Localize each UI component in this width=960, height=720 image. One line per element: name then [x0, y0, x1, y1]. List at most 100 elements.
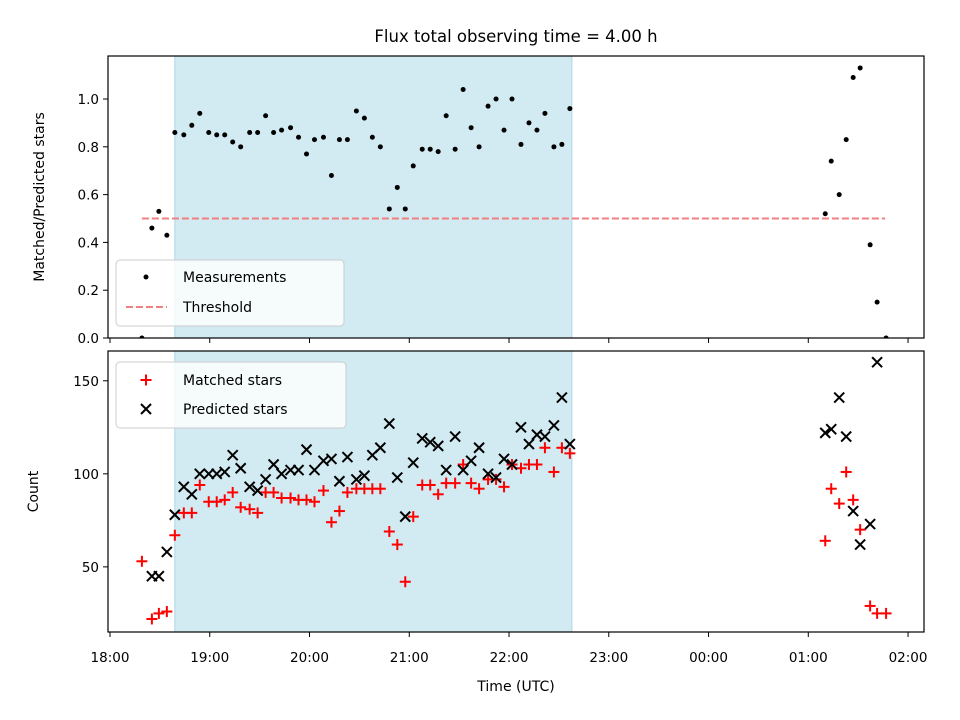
matched-stars-point	[317, 485, 329, 497]
measurement-point	[822, 211, 828, 217]
measurement-point	[279, 127, 285, 133]
predicted-stars-point-b	[161, 546, 173, 558]
predicted-stars-point-b	[194, 468, 206, 480]
top-axes-frame	[107, 55, 925, 339]
predicted-stars-point	[153, 570, 165, 582]
predicted-stars-point	[490, 471, 502, 484]
predicted-stars-point-b	[219, 466, 231, 478]
predicted-stars-point	[473, 442, 485, 454]
measurement-point	[361, 115, 367, 121]
predicted-stars-point-b	[292, 464, 305, 476]
matched-stars-point	[880, 607, 892, 619]
measurement-point	[485, 103, 491, 109]
top-y-tick-label: 1.0	[78, 92, 99, 108]
predicted-stars-point-b	[523, 438, 535, 450]
legend-measurements-label: Measurements	[183, 270, 286, 286]
predicted-stars-point	[457, 464, 469, 476]
top-y-tick-label: 0.8	[78, 140, 99, 156]
measurement-point	[501, 127, 507, 133]
predicted-stars-point-b	[211, 468, 223, 480]
measurement-point	[402, 206, 408, 212]
matched-stars-point	[840, 466, 852, 478]
measurement-point	[238, 144, 244, 150]
predicted-stars-point	[416, 432, 428, 445]
predicted-stars-point	[333, 475, 346, 487]
top-plot-marks	[139, 65, 889, 338]
measurement-point	[353, 108, 359, 114]
matched-stars-point	[391, 539, 403, 551]
predicted-stars-point	[308, 464, 321, 476]
matched-stars-point	[407, 511, 419, 523]
top-y-tick-label: 0.0	[78, 331, 99, 347]
predicted-stars-point	[325, 453, 338, 465]
bottom-x-tick-label: 01:00	[789, 650, 828, 666]
matched-stars-point	[194, 479, 206, 491]
predicted-stars-point	[854, 538, 866, 551]
measurement-point	[867, 242, 873, 248]
matched-stars-point	[515, 462, 527, 474]
bottom-x-tick-label: 02:00	[889, 650, 928, 666]
bottom-y-tick-label: 50	[82, 560, 99, 576]
predicted-stars-point	[169, 509, 181, 521]
matched-stars-point	[333, 505, 345, 517]
predicted-stars-point	[465, 455, 477, 467]
measurement-point	[460, 86, 466, 92]
bottom-x-tick-label: 18:00	[91, 650, 130, 666]
measurement-point	[452, 146, 458, 152]
predicted-stars-point	[482, 468, 494, 480]
matched-stars-point	[146, 613, 158, 625]
matched-stars-point	[219, 494, 231, 506]
matched-stars-point	[308, 496, 320, 508]
bottom-legend: Matched stars Predicted stars	[115, 361, 347, 429]
predicted-stars-point	[847, 505, 859, 517]
predicted-stars-point-b	[847, 505, 859, 517]
matched-stars-point	[819, 535, 831, 547]
matched-stars-point	[244, 503, 256, 515]
measurement-point	[164, 232, 170, 238]
legend-predicted-marker	[140, 403, 152, 415]
measurement-point	[843, 137, 849, 143]
matched-stars-point	[227, 486, 239, 498]
bottom-x-tick-label: 23:00	[589, 650, 628, 666]
measurement-point	[874, 299, 880, 305]
predicted-stars-point-b	[267, 458, 280, 471]
predicted-stars-point	[548, 419, 560, 432]
matched-stars-point	[424, 479, 436, 491]
predicted-stars-point	[556, 391, 568, 404]
predicted-stars-point	[840, 430, 852, 443]
predicted-stars-point	[341, 451, 354, 463]
legend-predicted-marker-b	[140, 403, 152, 415]
predicted-stars-point	[399, 510, 411, 523]
predicted-stars-point	[186, 488, 198, 500]
top-legend: Measurements Threshold	[115, 259, 345, 327]
bottom-x-tick-label: 22:00	[490, 650, 529, 666]
matched-stars-point	[847, 494, 859, 506]
predicted-stars-point-b	[391, 471, 403, 484]
measurement-point	[518, 141, 524, 147]
matched-stars-point	[498, 481, 510, 493]
measurement-point	[255, 129, 261, 135]
predicted-stars-point-b	[819, 427, 831, 439]
measurement-point	[181, 132, 187, 138]
measurement-point	[369, 134, 375, 140]
measurement-point	[468, 125, 474, 131]
matched-stars-point	[211, 496, 223, 508]
predicted-stars-point-b	[840, 430, 852, 443]
matched-stars-point	[235, 501, 247, 513]
predicted-stars-point	[449, 430, 461, 443]
measurement-point	[394, 184, 400, 190]
predicted-stars-point-b	[383, 417, 396, 430]
measurement-point	[836, 192, 842, 198]
measurement-point	[336, 137, 342, 143]
predicted-stars-point-b	[226, 449, 239, 461]
measurement-point	[230, 139, 236, 145]
predicted-stars-point	[432, 440, 444, 452]
matched-stars-point	[465, 477, 477, 489]
predicted-stars-point	[498, 453, 510, 465]
legend-matched-label: Matched stars	[183, 373, 282, 389]
predicted-stars-point	[234, 462, 247, 474]
matched-stars-point	[825, 483, 837, 495]
measurement-point	[296, 134, 302, 140]
predicted-stars-point-b	[498, 453, 510, 465]
predicted-stars-point	[407, 456, 419, 469]
